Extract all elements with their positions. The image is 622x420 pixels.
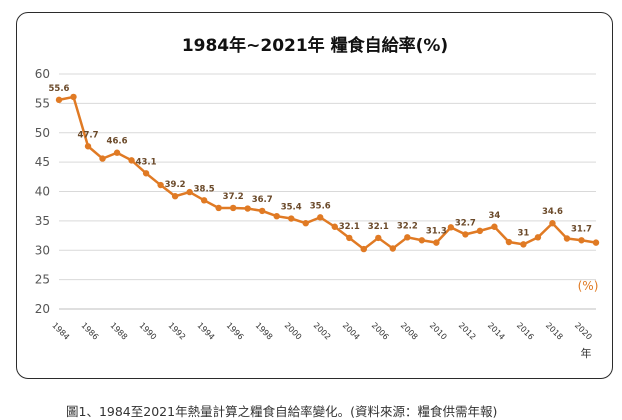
data-point xyxy=(375,234,382,242)
x-tick-label: 2020 xyxy=(573,321,594,342)
data-labels: 55.6 47.7 46.6 43.1 39.2 38.5 37.2 36.7 35.4 35.6… xyxy=(49,84,593,239)
data-label: 32.2 xyxy=(397,221,418,231)
data-point xyxy=(534,234,542,241)
data-point xyxy=(462,231,469,238)
line-chart: 1984年~2021年 糧食自給率(%) 202530354045505560 … xyxy=(35,35,600,360)
x-tick-label: 1988 xyxy=(108,321,129,342)
data-point xyxy=(186,188,193,196)
data-label: 31.7 xyxy=(571,224,592,234)
data-point xyxy=(563,235,571,242)
data-point xyxy=(302,220,309,227)
data-label: 39.2 xyxy=(165,180,186,190)
data-point xyxy=(505,238,513,246)
data-point xyxy=(84,143,92,150)
data-point xyxy=(200,197,208,204)
data-point xyxy=(215,204,222,212)
data-label: 31.3 xyxy=(426,227,447,237)
gridlines xyxy=(59,73,596,310)
data-label: 31 xyxy=(518,228,530,238)
x-tick-label: 1984 xyxy=(50,321,71,342)
data-point xyxy=(70,93,77,101)
data-point xyxy=(157,181,164,189)
y-tick-label: 40 xyxy=(35,185,50,199)
data-point xyxy=(520,241,527,248)
x-tick-label: 2010 xyxy=(428,321,449,342)
x-tick-label: 2018 xyxy=(544,321,565,342)
data-point xyxy=(99,155,106,162)
data-point xyxy=(128,157,135,164)
x-tick-label: 2014 xyxy=(486,321,507,342)
x-tick-label: 2006 xyxy=(370,321,391,342)
data-point xyxy=(273,212,280,220)
y-tick-label: 35 xyxy=(35,214,50,228)
data-point xyxy=(491,223,498,230)
x-tick-label: 1986 xyxy=(79,321,100,342)
data-point xyxy=(404,234,411,241)
x-tick-label: 1990 xyxy=(137,321,158,342)
data-point xyxy=(55,96,63,104)
data-label: 34 xyxy=(488,211,500,221)
x-tick-label: 2000 xyxy=(283,321,304,342)
y-tick-label: 30 xyxy=(35,243,50,257)
data-label: 36.7 xyxy=(252,195,273,205)
data-label: 35.4 xyxy=(281,203,302,213)
x-tick-label: 2002 xyxy=(312,321,333,342)
x-axis-ticks: 1984 1986 1988 1990 1992 1994 1996 1998 2000 2002… xyxy=(50,321,593,342)
y-tick-label: 25 xyxy=(35,273,50,287)
data-point xyxy=(171,193,179,200)
x-axis-label: 年 xyxy=(581,346,592,360)
y-tick-label: 60 xyxy=(35,67,50,81)
y-tick-label: 20 xyxy=(35,302,50,316)
y-tick-label: 55 xyxy=(35,96,50,110)
figure-caption: 圖1、1984至2021年熱量計算之糧食自給率變化。(資料來源：糧食供需年報) xyxy=(66,404,498,419)
data-label: 47.7 xyxy=(78,130,99,140)
data-label: 35.6 xyxy=(310,201,331,211)
data-label: 34.6 xyxy=(542,207,563,217)
data-points xyxy=(55,93,600,253)
series-line xyxy=(58,95,597,251)
y-tick-label: 50 xyxy=(35,126,50,140)
y-tick-label: 45 xyxy=(35,155,50,169)
data-point xyxy=(288,215,295,222)
data-point xyxy=(418,237,426,244)
x-tick-label: 2016 xyxy=(515,321,536,342)
unit-label: (%) xyxy=(578,279,599,293)
data-label: 32.7 xyxy=(455,218,476,228)
data-point xyxy=(592,239,600,246)
chart-frame: 1984年~2021年 糧食自給率(%) 20 25 30 35 40 45 50 55 60 … xyxy=(16,12,613,379)
data-label: 32.1 xyxy=(368,222,389,232)
data-label: 38.5 xyxy=(194,184,215,194)
x-tick-label: 2008 xyxy=(399,321,420,342)
data-point xyxy=(142,170,150,177)
data-point xyxy=(476,227,484,235)
data-label: 37.2 xyxy=(223,192,244,202)
chart-title: 1984年~2021年 糧食自給率(%) xyxy=(182,35,448,56)
data-point xyxy=(258,207,266,215)
data-label: 32.1 xyxy=(339,222,360,232)
data-point xyxy=(447,224,455,231)
data-point xyxy=(244,205,251,212)
data-point xyxy=(389,245,397,252)
x-tick-label: 2012 xyxy=(457,321,478,342)
y-axis-ticks: 20 25 30 35 40 45 50 55 60 xyxy=(35,67,50,316)
data-label: 46.6 xyxy=(107,137,128,147)
x-tick-label: 1992 xyxy=(166,321,187,342)
data-label: 55.6 xyxy=(49,84,70,94)
x-tick-label: 1996 xyxy=(225,321,246,342)
data-point xyxy=(578,237,585,244)
data-point xyxy=(229,204,237,212)
data-point xyxy=(549,220,556,227)
data-label: 43.1 xyxy=(136,157,157,167)
data-point xyxy=(346,234,353,242)
data-point xyxy=(331,223,338,230)
data-point xyxy=(360,245,367,253)
x-tick-label: 2004 xyxy=(341,321,362,342)
data-point xyxy=(317,214,324,221)
data-point xyxy=(433,239,440,246)
x-tick-label: 1998 xyxy=(254,321,275,342)
x-tick-label: 1994 xyxy=(196,321,217,342)
data-point xyxy=(113,149,121,156)
